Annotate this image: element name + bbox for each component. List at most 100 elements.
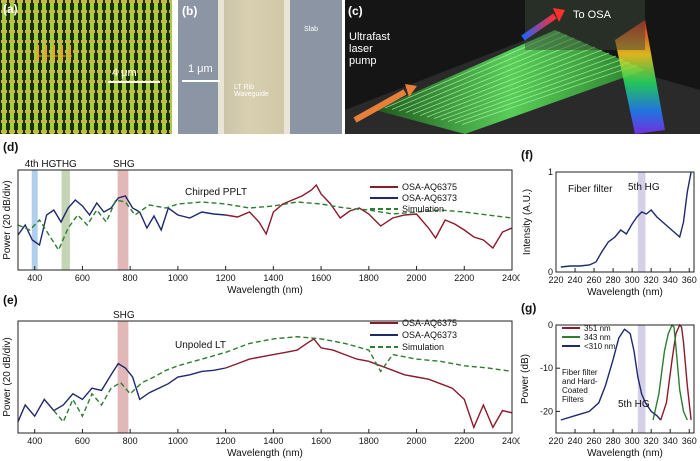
stripe-dot (153, 120, 159, 123)
x-tick-label: 400 (27, 436, 42, 446)
poled-stripe (146, 0, 150, 134)
stripe-dot (17, 60, 23, 63)
legend-label: <310 nm (584, 342, 616, 351)
stripe-dot (57, 60, 63, 63)
chart-d: 4th HG THG SHG 400 600 800 1000 1200 1400 1600 180… (2, 159, 520, 296)
stripe-dot (113, 40, 119, 43)
stripe-dot (73, 130, 79, 133)
stripe-dot (25, 40, 31, 43)
x-tick-label: 360 (682, 436, 697, 446)
stripe-dot (81, 40, 87, 43)
stripe-dot (153, 70, 159, 73)
x-axis-label: Wavelength (nm) (587, 287, 663, 298)
chart-title: Fiber filter (568, 184, 613, 195)
waveguide-line (426, 49, 603, 118)
stripe-dot (81, 80, 87, 83)
x-tick-label: 280 (606, 275, 621, 285)
stripe-dot (153, 90, 159, 93)
stripe-dot (57, 70, 63, 73)
x-tick-label: 1400 (263, 273, 283, 283)
stripe-dot (33, 100, 39, 103)
x-tick-label: 1600 (311, 436, 331, 446)
stripe-dot (17, 120, 23, 123)
poled-stripe (130, 0, 134, 134)
stripe-dot (145, 40, 151, 43)
stripe-dot (9, 90, 15, 93)
stripe-dot (1, 130, 7, 133)
stripe-dot (9, 50, 15, 53)
stripe-dot (73, 60, 79, 63)
legend-label: OSA-AQ6373 (402, 330, 457, 340)
stripe-dot (145, 10, 151, 13)
slab-label: Slab (304, 26, 319, 33)
stripe-dot (41, 60, 47, 63)
x-tick-label: 2400 (502, 436, 520, 446)
stripe-dot (41, 70, 47, 73)
stripe-dot (65, 90, 71, 93)
legend-label: OSA-AQ6375 (402, 182, 457, 192)
chart-title-line: Coated (562, 386, 588, 395)
stripe-dot (65, 60, 71, 63)
plot-frame (555, 171, 695, 273)
x-tick-label: 340 (663, 275, 678, 285)
stripe-dot (25, 50, 31, 53)
stripe-dot (33, 40, 39, 43)
stripe-dot (153, 100, 159, 103)
waveguide-line (461, 64, 638, 125)
stripe-dot (153, 10, 159, 13)
waveguide-line (433, 52, 610, 119)
highlight-band-2 (117, 170, 129, 270)
stripe-dot (57, 100, 63, 103)
legend-label: OSA-AQ6373 (402, 193, 457, 203)
x-tick-label: 320 (644, 275, 659, 285)
stripe-dot (17, 30, 23, 33)
stripe-dot (113, 30, 119, 33)
stripe-dot (169, 90, 172, 93)
stripe-dot (17, 90, 23, 93)
band-label: THG (56, 159, 77, 170)
stripe-dot (89, 30, 95, 33)
poled-stripe (170, 0, 172, 134)
stripe-dot (137, 20, 143, 23)
stripe-dot (57, 90, 63, 93)
stripe-dot (33, 50, 39, 53)
stripe-dot (25, 110, 31, 113)
stripe-dot (65, 30, 71, 33)
stripe-dot (121, 30, 127, 33)
stripe-dot (1, 40, 7, 43)
stripe-dot (97, 110, 103, 113)
series-line-2 (53, 335, 513, 424)
stripe-dot (17, 50, 23, 53)
poled-stripe (18, 0, 22, 134)
stripe-dot (65, 50, 71, 53)
stripe-dot (49, 110, 55, 113)
stripe-dot (97, 130, 103, 133)
band-label: 4th HG (25, 159, 57, 170)
stripe-dot (57, 30, 63, 33)
x-tick-label: 1800 (359, 273, 379, 283)
stripe-dot (65, 0, 71, 3)
stripe-dot (137, 10, 143, 13)
x-tick-label: 1000 (168, 273, 188, 283)
stripe-dot (169, 0, 172, 3)
stripe-dot (89, 40, 95, 43)
stripe-dot (33, 90, 39, 93)
stripe-dot (97, 90, 103, 93)
stripe-dot (137, 110, 143, 113)
stripe-dot (97, 10, 103, 13)
stripe-dot (41, 80, 47, 83)
stripe-dot (1, 10, 7, 13)
stripe-dot (65, 70, 71, 73)
plot-frame (17, 169, 513, 271)
stripe-dot (169, 130, 172, 133)
stripe-dot (129, 60, 135, 63)
osa-arrow (521, 13, 557, 41)
setup-photo-image: Ultrafast laser pump To OSA (345, 0, 700, 134)
stripe-dot (137, 100, 143, 103)
stripe-dot (17, 130, 23, 133)
x-tick-label: 300 (625, 275, 640, 285)
stripe-dot (153, 110, 159, 113)
stripe-dot (49, 30, 55, 33)
x-tick-label: 360 (682, 275, 697, 285)
stripe-dot (9, 0, 15, 3)
